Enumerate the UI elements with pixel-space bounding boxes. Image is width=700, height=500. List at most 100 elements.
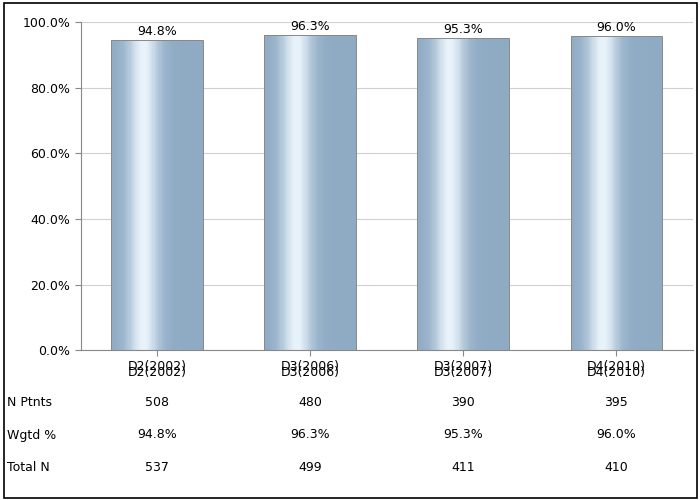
Bar bbox=[133, 40, 134, 350]
Bar bbox=[294, 34, 295, 350]
Bar bbox=[158, 40, 160, 350]
Bar bbox=[631, 36, 633, 350]
Bar bbox=[642, 36, 643, 350]
Bar bbox=[652, 36, 653, 350]
Bar bbox=[174, 40, 176, 350]
Bar bbox=[478, 38, 480, 350]
Bar bbox=[486, 38, 487, 350]
Bar bbox=[298, 34, 299, 350]
Bar bbox=[295, 34, 296, 350]
Bar bbox=[181, 40, 182, 350]
Bar bbox=[315, 34, 316, 350]
Bar bbox=[492, 38, 493, 350]
Bar bbox=[284, 34, 285, 350]
Bar bbox=[437, 38, 438, 350]
Bar bbox=[333, 34, 335, 350]
Bar bbox=[196, 40, 197, 350]
Bar bbox=[440, 38, 442, 350]
Text: 96.0%: 96.0% bbox=[596, 428, 636, 442]
Bar bbox=[588, 36, 589, 350]
Bar bbox=[193, 40, 194, 350]
Bar bbox=[149, 40, 150, 350]
Bar bbox=[332, 34, 333, 350]
Bar bbox=[629, 36, 630, 350]
Bar bbox=[290, 34, 292, 350]
Bar bbox=[458, 38, 460, 350]
Bar bbox=[182, 40, 183, 350]
Bar bbox=[470, 38, 471, 350]
Bar bbox=[507, 38, 508, 350]
Bar bbox=[420, 38, 421, 350]
Bar bbox=[461, 38, 462, 350]
Bar bbox=[433, 38, 435, 350]
Bar bbox=[506, 38, 507, 350]
Bar bbox=[197, 40, 198, 350]
Bar bbox=[606, 36, 608, 350]
Bar bbox=[468, 38, 469, 350]
Bar bbox=[475, 38, 476, 350]
Bar bbox=[141, 40, 142, 350]
Bar bbox=[596, 36, 597, 350]
Bar bbox=[140, 40, 141, 350]
Bar bbox=[659, 36, 660, 350]
Bar bbox=[646, 36, 648, 350]
Bar bbox=[328, 34, 330, 350]
Bar bbox=[341, 34, 342, 350]
Bar bbox=[344, 34, 346, 350]
Bar bbox=[449, 38, 451, 350]
Bar bbox=[491, 38, 492, 350]
Bar bbox=[319, 34, 321, 350]
Text: 94.8%: 94.8% bbox=[137, 428, 177, 442]
Bar bbox=[496, 38, 498, 350]
Text: 508: 508 bbox=[145, 396, 169, 409]
Bar bbox=[581, 36, 582, 350]
Bar bbox=[660, 36, 661, 350]
Bar bbox=[201, 40, 202, 350]
Bar bbox=[592, 36, 594, 350]
Bar bbox=[271, 34, 272, 350]
Bar bbox=[111, 40, 112, 350]
Bar bbox=[482, 38, 483, 350]
Bar bbox=[312, 34, 314, 350]
Bar bbox=[622, 36, 623, 350]
Bar bbox=[285, 34, 286, 350]
Bar bbox=[658, 36, 659, 350]
Bar bbox=[163, 40, 164, 350]
Bar bbox=[612, 36, 613, 350]
Bar bbox=[113, 40, 115, 350]
Bar bbox=[587, 36, 588, 350]
Bar bbox=[337, 34, 339, 350]
Bar bbox=[630, 36, 631, 350]
Bar bbox=[653, 36, 654, 350]
Bar bbox=[150, 40, 151, 350]
Bar bbox=[640, 36, 642, 350]
Bar bbox=[648, 36, 649, 350]
Bar bbox=[615, 36, 617, 350]
Bar bbox=[120, 40, 122, 350]
Bar bbox=[469, 38, 470, 350]
Bar bbox=[299, 34, 300, 350]
Bar bbox=[142, 40, 144, 350]
Bar bbox=[331, 34, 332, 350]
Bar bbox=[125, 40, 126, 350]
Bar bbox=[160, 40, 162, 350]
Bar bbox=[626, 36, 628, 350]
Bar bbox=[326, 34, 328, 350]
Bar bbox=[130, 40, 131, 350]
Bar bbox=[194, 40, 195, 350]
Bar bbox=[614, 36, 615, 350]
Text: 395: 395 bbox=[605, 396, 629, 409]
Bar bbox=[277, 34, 278, 350]
Bar bbox=[134, 40, 135, 350]
Text: Total N: Total N bbox=[7, 461, 50, 474]
Bar bbox=[426, 38, 428, 350]
Bar bbox=[144, 40, 146, 350]
Bar bbox=[342, 34, 344, 350]
Bar bbox=[132, 40, 133, 350]
Bar bbox=[330, 34, 331, 350]
Bar bbox=[477, 38, 478, 350]
Bar bbox=[169, 40, 171, 350]
Bar bbox=[649, 36, 650, 350]
Bar bbox=[296, 34, 297, 350]
Text: N Ptnts: N Ptnts bbox=[7, 396, 52, 409]
